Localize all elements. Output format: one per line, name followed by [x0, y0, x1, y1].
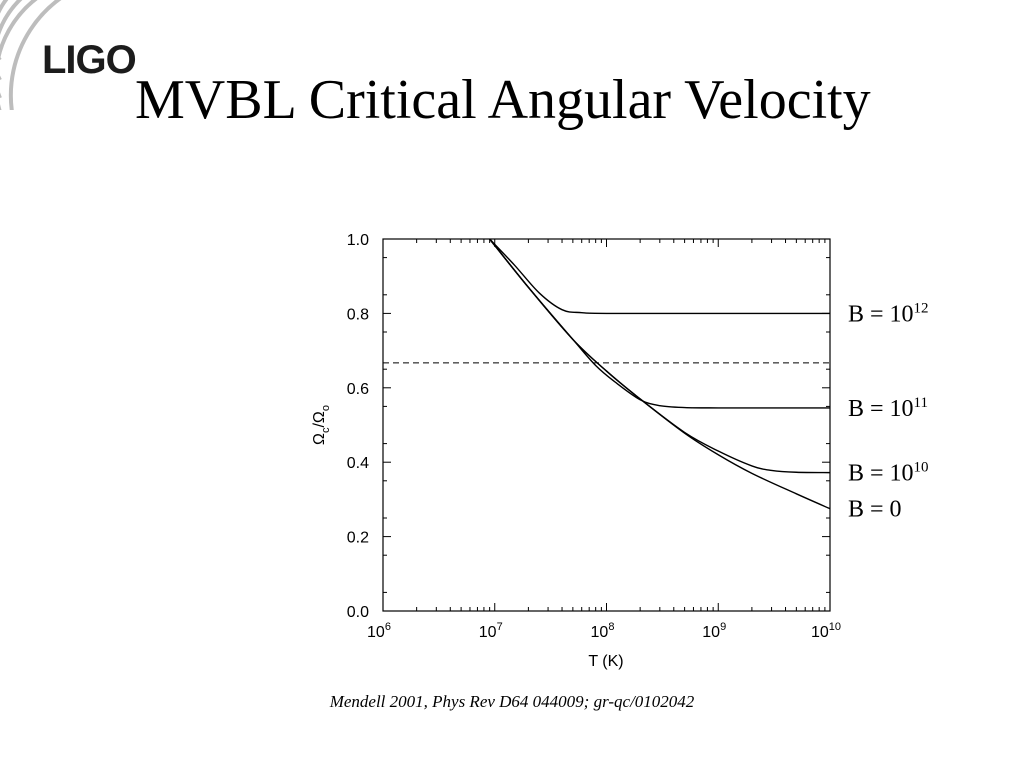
y-tick-label: 0.8: [347, 306, 369, 323]
series-labels: B = 1012 B = 1011 B = 1010 B = 0: [848, 300, 929, 522]
series-line-1: [489, 238, 831, 409]
y-tick-label: 0.4: [347, 455, 369, 472]
y-axis-ticks: 0.0 0.2 0.4 0.6 0.8 1.0: [347, 232, 830, 621]
plot-frame: [382, 238, 831, 612]
x-tick-label: 107: [479, 621, 503, 641]
x-tick-label: 1010: [811, 621, 841, 641]
series-lines: [489, 238, 831, 510]
x-axis-title: T (K): [588, 653, 623, 670]
minor-ticks: [383, 239, 830, 611]
x-axis-ticks: 106 107 108 109 1010: [367, 239, 841, 641]
series-label-2: B = 1010: [848, 460, 929, 487]
series-label-3: B = 0: [848, 497, 902, 523]
ligo-arcs-icon: [0, 0, 62, 110]
ligo-logo: LIGO: [42, 38, 137, 82]
x-tick-label: 108: [591, 621, 615, 641]
y-tick-label: 0.6: [347, 381, 369, 398]
citation-caption: Mendell 2001, Phys Rev D64 044009; gr-qc…: [329, 692, 695, 711]
y-tick-label: 0.2: [347, 530, 369, 547]
slide-title: MVBL Critical Angular Velocity: [135, 69, 871, 131]
y-tick-label: 0.0: [347, 604, 369, 621]
series-label-0: B = 1012: [848, 300, 929, 327]
series-label-1: B = 1011: [848, 395, 928, 422]
series-line-3: [489, 238, 831, 510]
y-axis-title-group: Ωc/Ωo: [311, 405, 332, 445]
chart: 0.0 0.2 0.4 0.6 0.8 1.0 106 107 108 109 1010 B = …: [311, 232, 929, 670]
plot-border: [382, 238, 831, 612]
y-axis-title: Ωc/Ωo: [311, 405, 332, 445]
series-line-2: [489, 238, 831, 474]
x-tick-label: 106: [367, 621, 391, 641]
series-line-0: [489, 238, 830, 315]
y-tick-label: 1.0: [347, 232, 369, 249]
x-tick-label: 109: [702, 621, 726, 641]
